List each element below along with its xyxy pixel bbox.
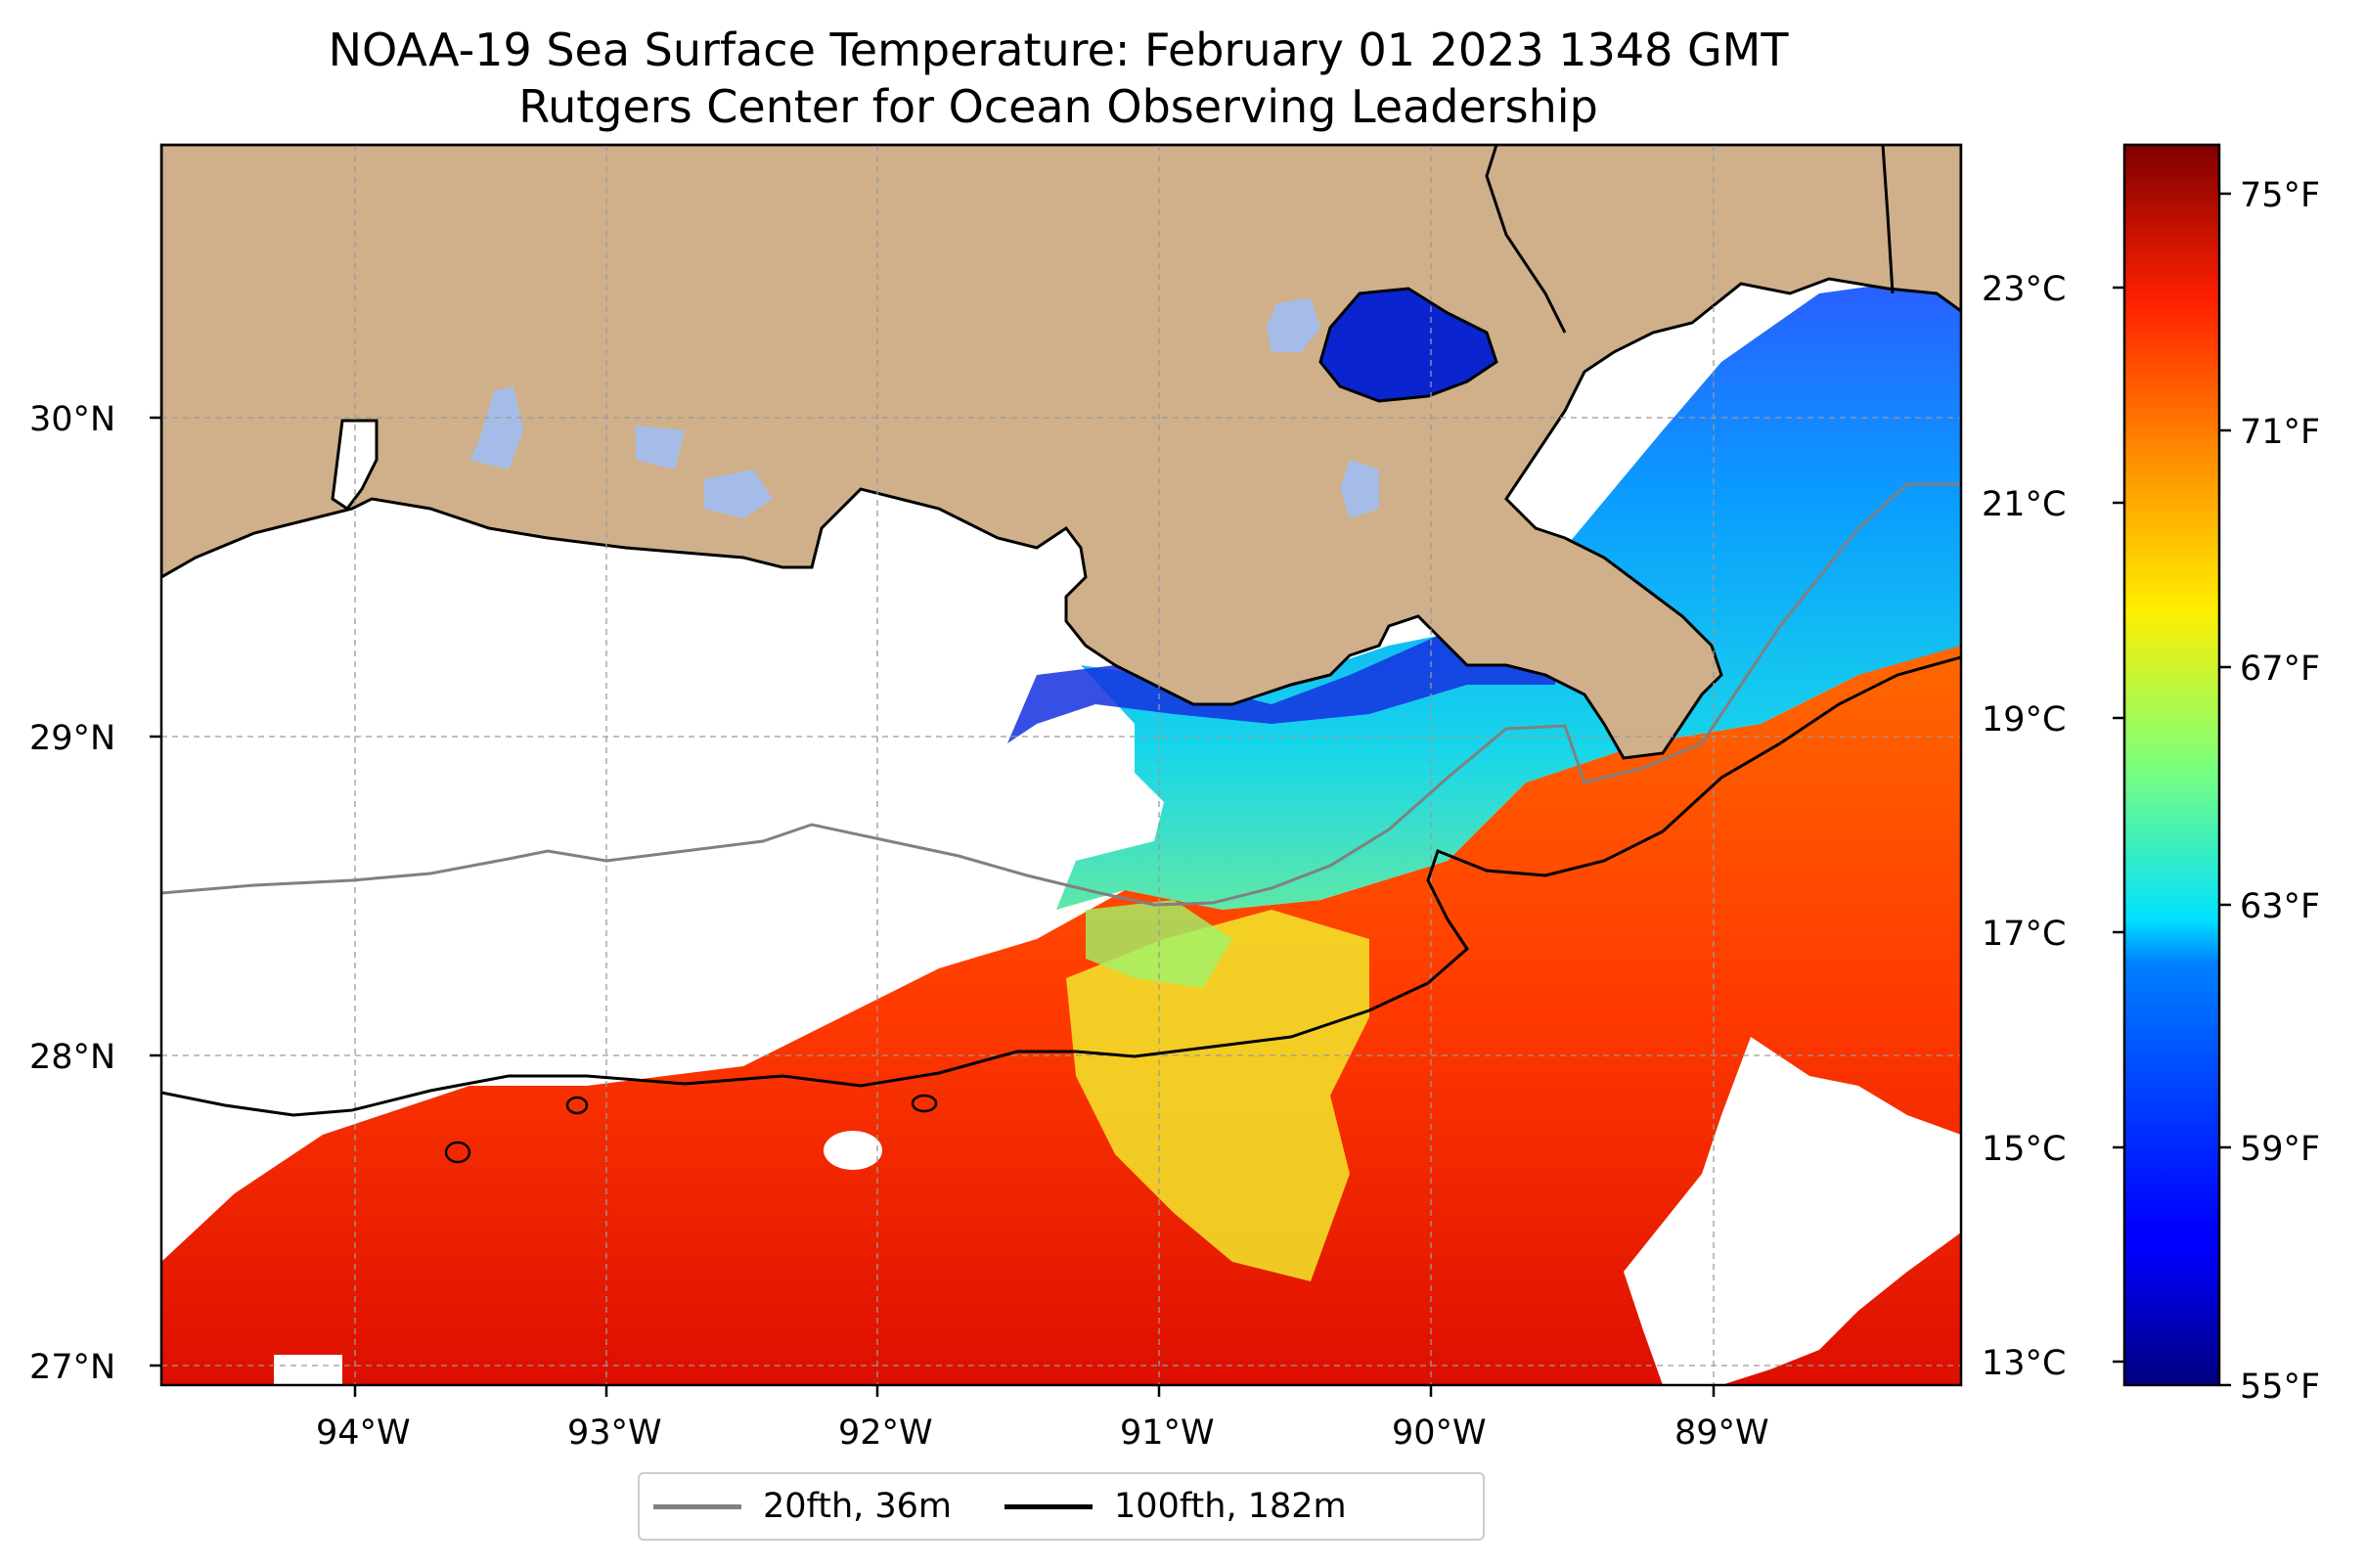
island-2: [565, 1096, 589, 1115]
colorbar-c-13: 13°C: [1982, 1344, 2066, 1383]
colorbar-c-15: 15°C: [1982, 1130, 2066, 1169]
cloud-gap-east: [1624, 1037, 1961, 1385]
title-line-1: NOAA-19 Sea Surface Temperature: Februar…: [328, 23, 1789, 76]
lake-sabine: [331, 419, 379, 512]
sst-nearshore-blue: [1007, 587, 1565, 743]
colorbar-c-19: 19°C: [1982, 700, 2066, 739]
isobath-legend: 20fth, 36m 100fth, 182m: [638, 1472, 1485, 1541]
lat-axis: 30°N 29°N 28°N 27°N: [29, 400, 161, 1387]
lat-tick-30: 30°N: [29, 400, 115, 439]
lat-tick-29: 29°N: [29, 719, 115, 758]
lon-tick-90: 90°W: [1392, 1413, 1487, 1453]
chart-title: NOAA-19 Sea Surface Temperature: Februar…: [159, 22, 1957, 135]
lake-calcasieu: [469, 386, 523, 470]
cloud-gap-sw-1: [274, 1355, 342, 1385]
lon-tick-91: 91°W: [1120, 1413, 1215, 1453]
isobath-20fth: [161, 482, 1961, 907]
island-1: [444, 1141, 471, 1164]
lake-salvador: [1340, 460, 1379, 518]
colorbar-f-55: 55°F: [2240, 1367, 2320, 1407]
isobath-100fth: [161, 655, 1961, 1117]
colorbar-c-21: 21°C: [1982, 485, 2066, 524]
colorbar-gradient: [2122, 143, 2221, 1387]
colorbar-f-71: 71°F: [2240, 413, 2320, 452]
colorbar-f-67: 67°F: [2240, 650, 2320, 689]
lon-tick-89: 89°W: [1674, 1413, 1769, 1453]
legend-item-100fth: 100fth, 182m: [1004, 1487, 1347, 1526]
cloud-gap-mid: [824, 1131, 882, 1170]
sst-warm-water: [161, 626, 1961, 1385]
lon-tick-94: 94°W: [316, 1413, 411, 1453]
island-3: [911, 1094, 938, 1113]
lat-tick-27: 27°N: [29, 1348, 115, 1387]
lake-grand: [636, 426, 685, 470]
sst-cool-water: [1056, 274, 1961, 910]
legend-label-20fth: 20fth, 36m: [763, 1487, 953, 1526]
lake-pontchartrain: [1318, 287, 1498, 403]
title-line-2: Rutgers Center for Ocean Observing Leade…: [518, 80, 1598, 133]
colorbar-f-59: 59°F: [2240, 1130, 2320, 1169]
legend-swatch-100fth: [1004, 1503, 1093, 1509]
map-frame: [159, 143, 1963, 1387]
gridlines: [161, 145, 1961, 1385]
colorbar-f-63: 63°F: [2240, 887, 2320, 926]
sst-transition-band: [1066, 910, 1369, 1281]
lake-white: [704, 470, 773, 518]
lon-tick-93: 93°W: [567, 1413, 662, 1453]
lon-tick-92: 92°W: [838, 1413, 933, 1453]
legend-swatch-20fth: [653, 1503, 741, 1509]
lon-axis: 94°W 93°W 92°W 91°W 90°W 89°W: [316, 1385, 1769, 1453]
colorbar-c-23: 23°C: [1982, 270, 2066, 309]
colorbar: 23°C 21°C 19°C 17°C 15°C 13°C 75°F 71°F …: [1982, 143, 2320, 1407]
colorbar-c-17: 17°C: [1982, 915, 2066, 954]
lat-tick-28: 28°N: [29, 1038, 115, 1077]
legend-label-100fth: 100fth, 182m: [1114, 1487, 1347, 1526]
state-border: [1881, 145, 1895, 294]
lake-maurepas: [1267, 298, 1320, 352]
colorbar-f-75: 75°F: [2240, 176, 2320, 215]
legend-item-20fth: 20fth, 36m: [653, 1487, 952, 1526]
land-mass: [161, 145, 1961, 760]
river-border: [1485, 145, 1567, 334]
map-panel: [161, 145, 1961, 1385]
